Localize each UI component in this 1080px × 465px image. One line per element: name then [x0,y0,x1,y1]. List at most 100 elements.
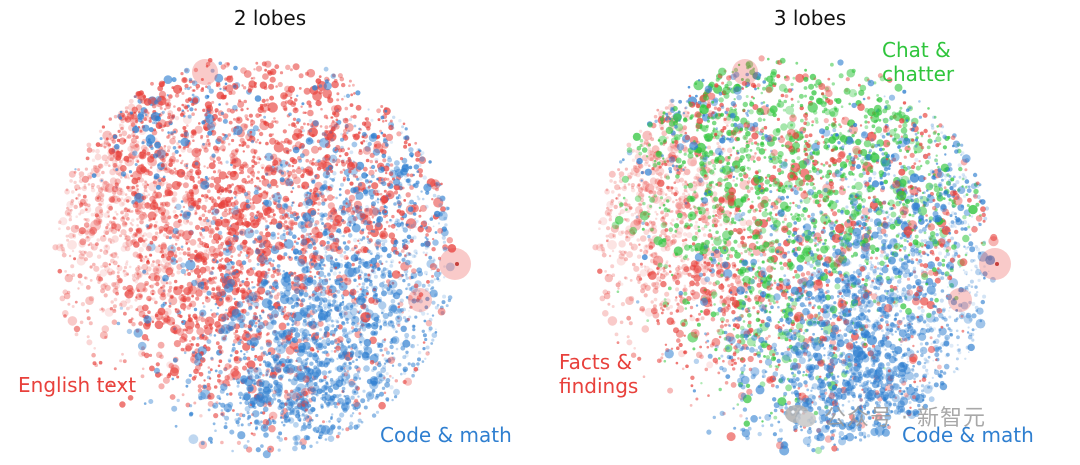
scatter-point [416,362,420,366]
scatter-point [73,170,77,174]
scatter-point [350,115,354,119]
scatter-point [111,224,117,230]
scatter-point [66,226,71,231]
scatter-point [338,188,342,191]
scatter-point [233,365,239,371]
scatter-point [398,119,402,123]
scatter-point [344,378,350,384]
scatter-point [243,393,251,401]
scatter-point [112,281,120,290]
scatter-point [363,345,369,351]
scatter-point [245,311,250,316]
scatter-point [268,425,276,433]
scatter-point [99,203,102,207]
scatter-point [94,167,100,173]
scatter-point [389,163,394,167]
scatter-point [345,337,352,344]
scatter-point [175,203,182,210]
scatter-point [330,73,336,79]
scatter-point [195,289,203,297]
scatter-point [207,366,211,369]
scatter-point [365,286,369,289]
scatter-point [261,253,264,256]
scatter-point [248,291,258,302]
scatter-point [200,252,210,261]
scatter-point [354,205,360,210]
scatter-point [179,223,183,227]
scatter-point [148,182,158,192]
scatter-point [99,249,103,252]
scatter-point [324,228,328,232]
scatter-point [129,142,136,149]
scatter-point [181,293,184,297]
scatter-point [297,402,302,408]
scatter-point [133,143,141,152]
scatter-point [442,240,446,244]
scatter-point [118,302,123,307]
scatter-point [232,84,237,89]
scatter-point [236,301,244,308]
scatter-point [139,151,142,154]
scatter-point [152,199,157,204]
scatter-point [311,239,316,243]
scatter-point [356,290,359,293]
scatter-point [309,189,313,193]
scatter-point [109,168,116,176]
scatter-point [380,234,384,238]
scatter-point [286,355,290,359]
scatter-point [332,394,337,399]
scatter-point [321,393,326,398]
scatter-point [263,115,266,119]
scatter-point [367,319,370,322]
scatter-point [184,83,189,89]
scatter-point [135,308,139,312]
scatter-point [103,180,108,185]
scatter-point [338,154,342,158]
scatter-point [338,271,341,274]
scatter-point [293,128,303,137]
scatter-point [171,152,176,157]
scatter-point [250,301,254,305]
scatter-point [129,111,133,115]
scatter-point [248,179,251,183]
scatter-point [157,341,165,349]
scatter-point [383,227,387,231]
scatter-point [132,130,135,134]
scatter-point [330,319,334,323]
scatter-point [242,413,246,418]
scatter-point [290,222,295,227]
scatter-point [258,295,262,300]
scatter-point [354,365,359,369]
scatter-point [89,265,93,269]
scatter-point [344,397,351,404]
scatter-point [112,216,116,220]
scatter-point [70,224,79,233]
scatter-point [158,178,162,183]
scatter-point [257,170,260,174]
scatter-point [384,271,388,275]
scatter-point [214,218,223,227]
scatter-point [59,295,66,302]
scatter-point [171,114,176,118]
scatter-point [102,181,110,189]
scatter-point [176,263,183,270]
scatter-point [57,220,62,224]
scatter-point [83,218,87,221]
scatter-point [219,145,226,152]
scatter-point [169,367,179,377]
scatter-point [293,240,297,243]
scatter-point [263,121,267,126]
scatter-point [311,392,314,396]
scatter-point [91,149,95,153]
scatter-point [104,284,111,291]
scatter-point [347,240,351,244]
scatter-point [227,189,232,194]
scatter-point [201,242,207,248]
scatter-point [298,202,303,207]
scatter-point [352,114,357,119]
scatter-point [203,147,209,153]
scatter-point [328,154,338,163]
scatter-point [290,204,294,207]
scatter-point [174,149,179,154]
scatter-point [154,231,159,236]
